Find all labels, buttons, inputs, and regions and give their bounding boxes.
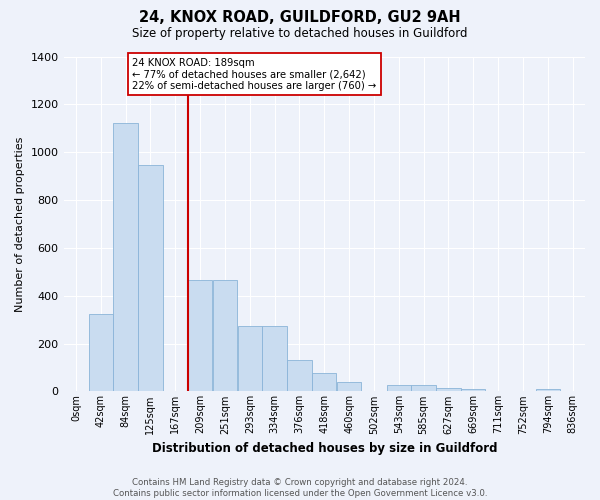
Bar: [436, 388, 461, 392]
Bar: [536, 389, 560, 392]
Bar: [287, 360, 311, 392]
X-axis label: Distribution of detached houses by size in Guildford: Distribution of detached houses by size …: [152, 442, 497, 455]
Bar: [213, 280, 237, 392]
Bar: [238, 326, 262, 392]
Bar: [89, 314, 113, 392]
Bar: [138, 166, 163, 392]
Text: Size of property relative to detached houses in Guildford: Size of property relative to detached ho…: [132, 28, 468, 40]
Bar: [312, 374, 337, 392]
Bar: [113, 124, 138, 392]
Bar: [461, 389, 485, 392]
Bar: [386, 386, 411, 392]
Text: Contains HM Land Registry data © Crown copyright and database right 2024.
Contai: Contains HM Land Registry data © Crown c…: [113, 478, 487, 498]
Bar: [262, 326, 287, 392]
Bar: [188, 280, 212, 392]
Bar: [412, 386, 436, 392]
Y-axis label: Number of detached properties: Number of detached properties: [15, 136, 25, 312]
Text: 24, KNOX ROAD, GUILDFORD, GU2 9AH: 24, KNOX ROAD, GUILDFORD, GU2 9AH: [139, 10, 461, 25]
Text: 24 KNOX ROAD: 189sqm
← 77% of detached houses are smaller (2,642)
22% of semi-de: 24 KNOX ROAD: 189sqm ← 77% of detached h…: [132, 58, 376, 91]
Bar: [337, 382, 361, 392]
